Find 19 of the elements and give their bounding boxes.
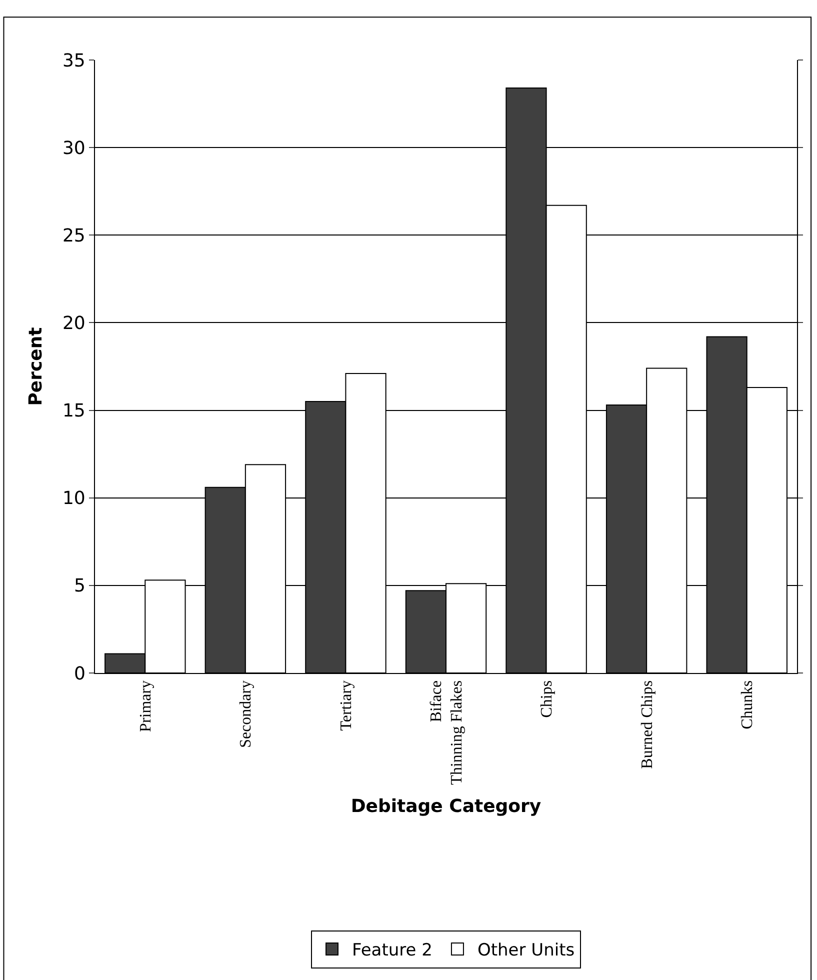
- y-tick-label: 35: [62, 50, 86, 72]
- y-axis-title: Percent: [26, 326, 47, 406]
- y-tick-label: 30: [62, 138, 86, 159]
- y-tick-label: 25: [62, 225, 86, 246]
- x-tick-label: Biface Thinning Flakes: [428, 680, 466, 785]
- x-tick-label: Primary: [137, 680, 154, 732]
- y-tick-label: 15: [62, 400, 86, 422]
- legend-label: Feature 2: [352, 940, 432, 961]
- y-tick-label: 5: [74, 576, 86, 597]
- y-tick-label: 10: [62, 488, 86, 510]
- x-tick-label: Tertiary: [338, 680, 355, 731]
- x-tick-label: Secondary: [238, 680, 255, 748]
- x-tick-label: Chunks: [739, 680, 756, 730]
- x-tick-label: Chips: [538, 680, 556, 718]
- x-tick-label: Burned Chips: [638, 680, 656, 769]
- legend-label: Other Units: [477, 940, 575, 961]
- x-axis-title: Debitage Category: [350, 796, 542, 817]
- y-tick-label: 20: [62, 313, 86, 334]
- y-tick-label: 0: [74, 663, 86, 684]
